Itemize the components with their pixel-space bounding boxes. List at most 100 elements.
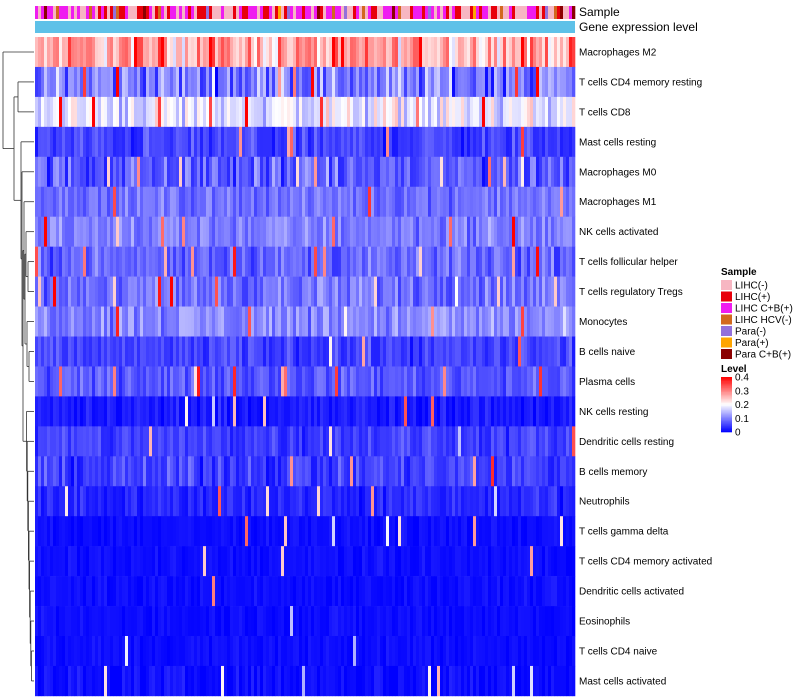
heatmap-cell <box>101 306 105 337</box>
heatmap-cell <box>485 396 489 427</box>
heatmap-cell <box>326 126 330 158</box>
heatmap-cell <box>272 516 276 547</box>
heatmap-cell <box>287 486 291 517</box>
heatmap-cell <box>128 665 132 697</box>
heatmap-cell <box>404 366 408 397</box>
heatmap-cell <box>548 486 552 517</box>
heatmap-cell <box>329 516 333 547</box>
heatmap-cell <box>77 306 81 337</box>
heatmap-cell <box>53 516 57 547</box>
heatmap-cell <box>206 37 210 68</box>
heatmap-cell <box>92 216 96 247</box>
heatmap-cell <box>536 156 540 188</box>
heatmap-cell <box>377 96 381 128</box>
heatmap-cell <box>452 276 456 307</box>
heatmap-cell <box>92 186 96 217</box>
heatmap-cell <box>227 456 231 487</box>
heatmap-cell <box>122 665 126 697</box>
heatmap-cell <box>491 486 495 517</box>
heatmap-cell <box>494 426 498 457</box>
heatmap-cell <box>359 37 363 68</box>
heatmap-cell <box>455 665 459 697</box>
heatmap-cell <box>440 156 444 188</box>
heatmap-cell <box>353 37 357 68</box>
heatmap-cell <box>386 37 390 68</box>
heatmap-cell <box>425 516 429 547</box>
heatmap-cell <box>515 246 519 277</box>
heatmap-cell <box>74 426 78 457</box>
heatmap-cell <box>428 126 432 158</box>
heatmap-cell <box>263 456 267 487</box>
heatmap-cell <box>272 366 276 397</box>
heatmap-cell <box>257 96 261 128</box>
heatmap-cell <box>146 126 150 158</box>
heatmap-cell <box>545 456 549 487</box>
heatmap-cell <box>284 66 288 98</box>
heatmap-cell <box>545 516 549 547</box>
heatmap-cell <box>398 546 402 577</box>
heatmap-cell <box>254 216 258 247</box>
heatmap-cell <box>404 665 408 697</box>
heatmap-cell <box>290 665 294 697</box>
level-legend-title: Level <box>721 364 747 375</box>
heatmap-cell <box>329 37 333 68</box>
heatmap-cell <box>80 246 84 277</box>
heatmap-cell <box>353 336 357 367</box>
heatmap-cell <box>125 636 129 667</box>
heatmap-cell <box>119 426 123 457</box>
heatmap-cell <box>374 276 378 307</box>
heatmap-cell <box>149 336 153 367</box>
heatmap-cell <box>338 246 342 277</box>
heatmap-cell <box>200 156 204 188</box>
heatmap-cell <box>467 156 471 188</box>
heatmap-cell <box>572 516 576 547</box>
heatmap-cell <box>500 306 504 337</box>
heatmap-cell <box>317 636 321 667</box>
heatmap-cell <box>323 546 327 577</box>
heatmap-cell <box>446 126 450 158</box>
heatmap-cell <box>482 665 486 697</box>
heatmap-cell <box>371 636 375 667</box>
sample-annotation-cell <box>458 6 462 19</box>
heatmap-cell <box>539 37 543 68</box>
heatmap-cell <box>230 636 234 667</box>
heatmap-cell <box>488 636 492 667</box>
heatmap-cell <box>98 516 102 547</box>
heatmap-cell <box>566 486 570 517</box>
heatmap-cell <box>170 216 174 247</box>
heatmap-cell <box>95 486 99 517</box>
sample-annotation-cell <box>71 6 75 19</box>
heatmap-cell <box>530 216 534 247</box>
heatmap-cell <box>119 37 123 68</box>
heatmap-cell <box>512 96 516 128</box>
heatmap-cell <box>224 456 228 487</box>
heatmap-cell <box>80 156 84 188</box>
level-colorbar-segment <box>721 421 732 423</box>
heatmap-cell <box>449 636 453 667</box>
heatmap-cell <box>149 576 153 607</box>
heatmap-cell <box>197 186 201 217</box>
sample-annotation-cell <box>92 6 96 19</box>
heatmap-cell <box>335 456 339 487</box>
heatmap-cell <box>245 156 249 188</box>
heatmap-cell <box>398 216 402 247</box>
heatmap-cell <box>311 576 315 607</box>
heatmap-cell <box>83 636 87 667</box>
heatmap-cell <box>419 276 423 307</box>
heatmap-cell <box>41 186 45 217</box>
heatmap-cell <box>542 366 546 397</box>
heatmap-cell <box>320 546 324 577</box>
heatmap-cell <box>251 126 255 158</box>
heatmap-cell <box>470 576 474 607</box>
heatmap-cell <box>338 516 342 547</box>
heatmap-cell <box>83 546 87 577</box>
heatmap-cell <box>47 576 51 607</box>
heatmap-cell <box>524 156 528 188</box>
heatmap-cell <box>200 306 204 337</box>
heatmap-cell <box>401 126 405 158</box>
heatmap-cell <box>167 246 171 277</box>
level-colorbar-segment <box>721 405 732 408</box>
heatmap-cell <box>194 306 198 337</box>
heatmap-cell <box>503 546 507 577</box>
heatmap-cell <box>164 306 168 337</box>
